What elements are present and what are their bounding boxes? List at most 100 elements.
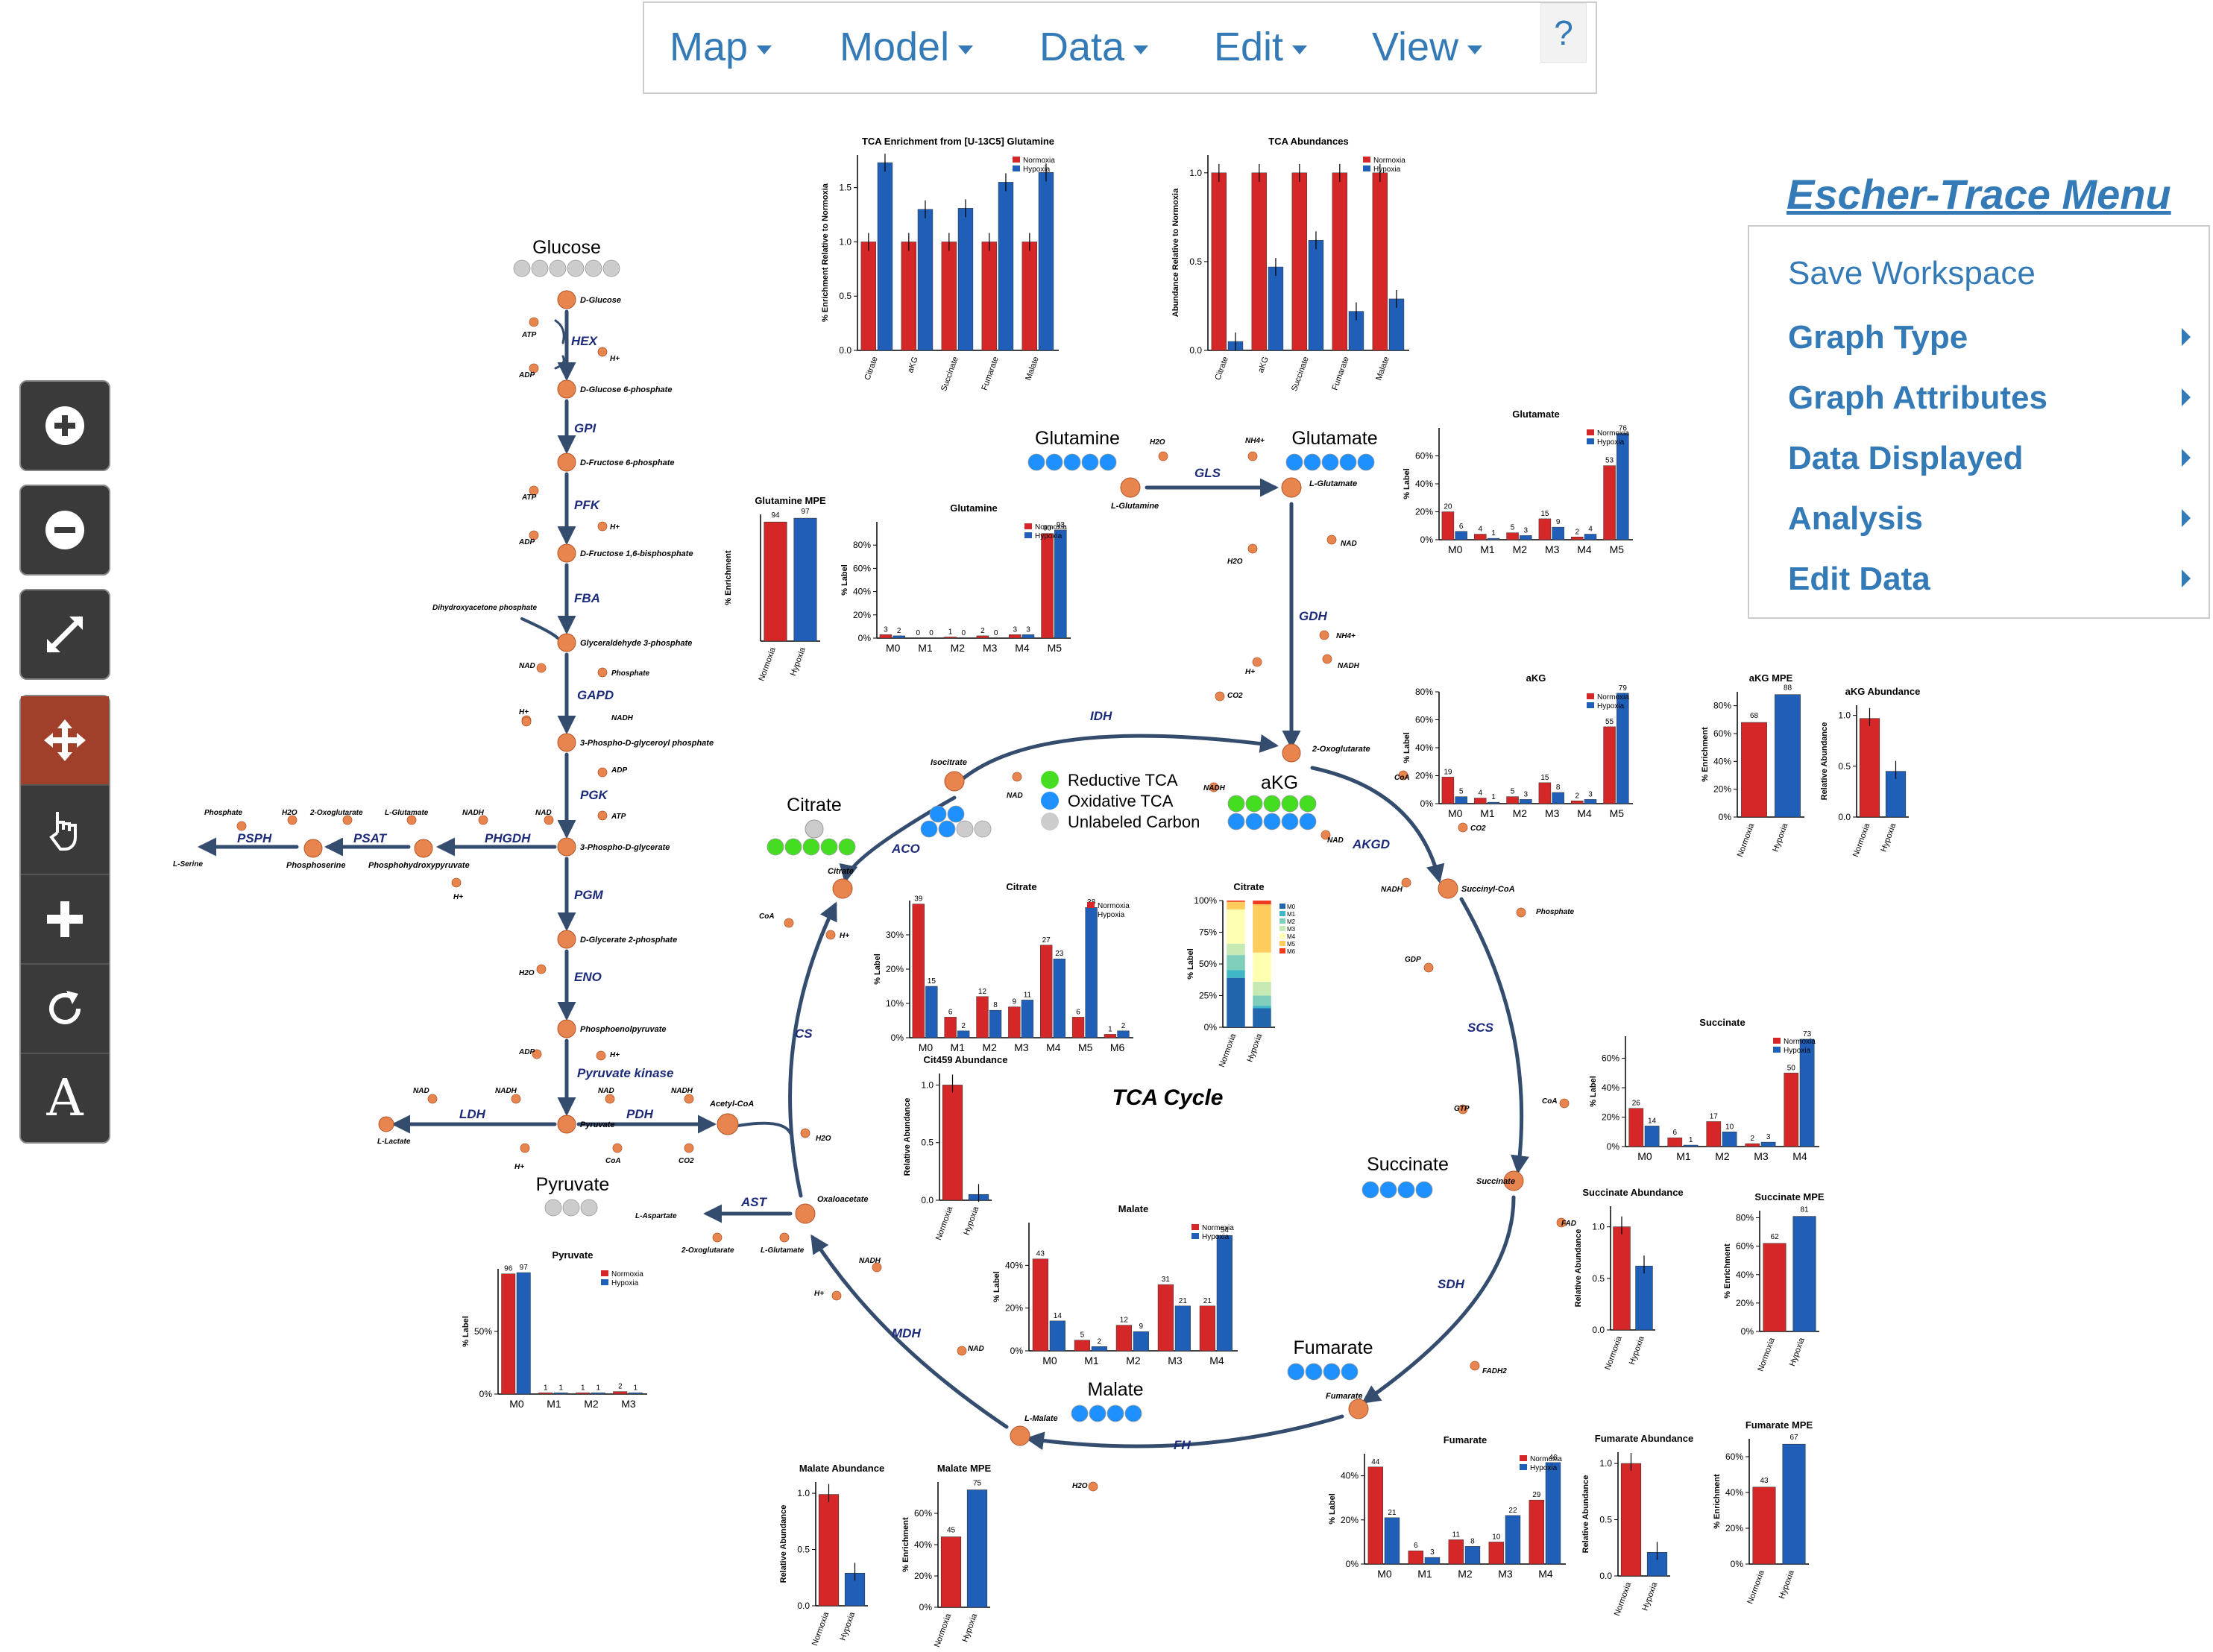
menu-data[interactable]: Data <box>1039 24 1149 70</box>
cofactor-coa[interactable] <box>1559 1098 1570 1109</box>
cofactor-atp[interactable] <box>529 317 539 327</box>
enzyme-pgm[interactable]: PGM <box>574 888 604 902</box>
cofactor-h2o[interactable] <box>1247 543 1258 554</box>
metabolite-d-glycerate-2-phosphate[interactable] <box>557 930 576 949</box>
metabolite-succinate[interactable] <box>1503 1170 1524 1191</box>
menu-view[interactable]: View <box>1372 24 1483 70</box>
enzyme-eno[interactable]: ENO <box>574 970 602 984</box>
fit-screen-button[interactable] <box>19 589 110 680</box>
cofactor-phosphate[interactable] <box>1516 907 1526 918</box>
cofactor-nad[interactable] <box>605 1094 615 1104</box>
cofactor-coa[interactable] <box>612 1143 623 1153</box>
cofactor-adp[interactable] <box>597 767 608 778</box>
enzyme-fh[interactable]: FH <box>1174 1438 1191 1452</box>
cofactor-h2o[interactable] <box>287 815 298 825</box>
cofactor-co2[interactable] <box>684 1143 694 1153</box>
metabolite-glyceraldehyde-3-phosphate[interactable] <box>557 633 576 652</box>
cofactor-nad[interactable] <box>544 815 554 825</box>
cofactor-phosphate[interactable] <box>597 667 608 678</box>
enzyme-psph[interactable]: PSPH <box>237 831 272 845</box>
metabolite-l-lactate[interactable] <box>378 1116 394 1132</box>
cofactor-coa[interactable] <box>784 918 794 928</box>
cofactor-nadh[interactable] <box>1322 654 1332 664</box>
enzyme-pdh[interactable]: PDH <box>626 1107 654 1121</box>
cofactor-adp[interactable] <box>532 1049 542 1059</box>
enzyme-ast[interactable]: AST <box>740 1195 768 1209</box>
cofactor-nadh[interactable] <box>511 1094 521 1104</box>
enzyme-gapd[interactable]: GAPD <box>577 688 614 702</box>
cofactor-nad[interactable] <box>536 663 547 673</box>
zoom-in-icon[interactable] <box>21 382 109 470</box>
enzyme-akgd[interactable]: AKGD <box>1352 837 1390 851</box>
cofactor-2-oxoglutarate[interactable] <box>342 815 353 825</box>
enzyme-pgk[interactable]: PGK <box>580 788 609 802</box>
enzyme-scs[interactable]: SCS <box>1467 1021 1494 1035</box>
cofactor-nh4[interactable] <box>1319 630 1329 640</box>
cofactor-nad[interactable] <box>427 1094 438 1104</box>
enzyme-mdh[interactable]: MDH <box>892 1326 921 1340</box>
metabolite-d-glucose[interactable] <box>557 290 576 309</box>
metabolite-oxaloacetate[interactable] <box>795 1203 816 1224</box>
cofactor-h2o[interactable] <box>800 1128 810 1138</box>
edit-data-item[interactable]: Edit Data <box>1788 561 2191 598</box>
cofactor-nadh[interactable] <box>1209 782 1219 792</box>
cofactor-gtp[interactable] <box>1458 1104 1468 1115</box>
metabolite-isocitrate[interactable] <box>944 771 965 792</box>
metabolite-l-glutamine[interactable] <box>1120 477 1141 498</box>
help-button[interactable]: ? <box>1540 3 1587 63</box>
metabolite-phosphohydroxypyruvate[interactable] <box>414 839 433 858</box>
enzyme-phgdh[interactable]: PHGDH <box>485 831 531 845</box>
pan-icon[interactable] <box>21 696 109 786</box>
metabolite-d-glucose-6-phosphate[interactable] <box>557 379 576 399</box>
cofactor-nad[interactable] <box>1012 772 1022 782</box>
cofactor-nadh[interactable] <box>1401 877 1411 888</box>
cofactor-coa[interactable] <box>1398 770 1408 781</box>
enzyme-fba[interactable]: FBA <box>574 591 600 605</box>
zoom-out-icon[interactable] <box>21 486 109 574</box>
enzyme-psat[interactable]: PSAT <box>353 831 388 845</box>
enzyme-gpi[interactable]: GPI <box>574 421 597 435</box>
metabolite-phosphoenolpyruvate[interactable] <box>557 1019 576 1038</box>
cofactor-2-oxoglutarate[interactable] <box>712 1232 723 1243</box>
cofactor-adp[interactable] <box>529 530 539 540</box>
cofactor-h[interactable] <box>451 877 462 888</box>
select-icon[interactable] <box>21 786 109 875</box>
enzyme-gls[interactable]: GLS <box>1194 466 1221 480</box>
cofactor-l-glutamate[interactable] <box>779 1232 790 1243</box>
text-icon[interactable]: A <box>46 1068 84 1128</box>
cofactor-h[interactable] <box>597 521 608 532</box>
menu-model[interactable]: Model <box>840 24 974 70</box>
cofactor-gdp[interactable] <box>1423 962 1434 973</box>
metabolite-fumarate[interactable] <box>1348 1399 1369 1419</box>
enzyme-pfk[interactable]: PFK <box>574 498 601 512</box>
metabolite-3-phospho-d-glyceroyl-phosphate[interactable] <box>557 733 576 752</box>
cofactor-nadh[interactable] <box>684 1094 694 1104</box>
cofactor-co2[interactable] <box>1458 822 1468 833</box>
enzyme-idh[interactable]: IDH <box>1090 709 1112 723</box>
zoom-in-button[interactable] <box>19 380 110 471</box>
cofactor-adp[interactable] <box>529 363 539 373</box>
metabolite-pyruvate[interactable] <box>557 1115 576 1134</box>
cofactor-l-glutamate[interactable] <box>406 815 417 825</box>
zoom-out-button[interactable] <box>19 485 110 576</box>
cofactor-co2[interactable] <box>1215 691 1225 702</box>
metabolite-d-fructose-1-6-bisphosphate[interactable] <box>557 543 576 563</box>
cofactor-fad[interactable] <box>1556 1217 1567 1228</box>
cofactor-nadh[interactable] <box>478 815 488 825</box>
metabolite-l-glutamate[interactable] <box>1281 477 1302 498</box>
metabolite-3-phospho-d-glycerate[interactable] <box>557 837 576 857</box>
cofactor-nadh[interactable] <box>872 1262 882 1273</box>
enzyme-gdh[interactable]: GDH <box>1299 609 1328 623</box>
cofactor-h[interactable] <box>520 1143 530 1153</box>
graph-type-item[interactable]: Graph Type <box>1788 319 2191 356</box>
cofactor-h[interactable] <box>596 1050 606 1061</box>
enzyme-hex[interactable]: HEX <box>571 334 599 348</box>
metabolite-phosphoserine[interactable] <box>303 839 323 858</box>
enzyme-ldh[interactable]: LDH <box>459 1107 486 1121</box>
metabolite-l-malate[interactable] <box>1010 1425 1030 1446</box>
metabolite-d-fructose-6-phosphate[interactable] <box>557 453 576 472</box>
cofactor-h2o[interactable] <box>1158 451 1168 461</box>
metabolite-2-oxoglutarate[interactable] <box>1282 743 1301 763</box>
cofactor-h[interactable] <box>1252 657 1262 667</box>
